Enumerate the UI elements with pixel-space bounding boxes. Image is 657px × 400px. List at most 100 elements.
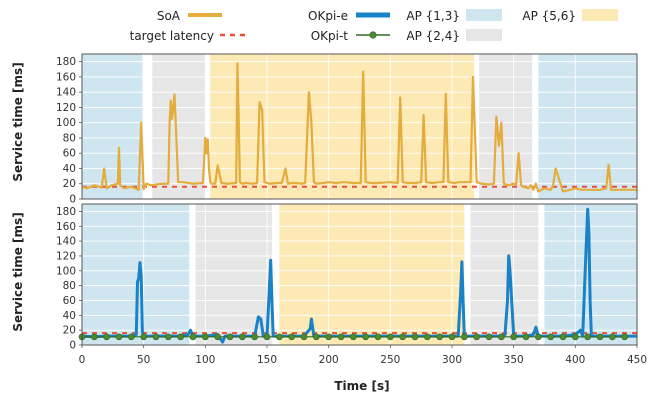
y-tick-label: 160 — [56, 221, 76, 233]
series-point-okpi-t — [608, 333, 616, 341]
series-point-okpi-t — [177, 333, 185, 341]
series-point-okpi-t — [448, 333, 456, 341]
series-point-okpi-t — [127, 333, 135, 341]
y-tick-label: 40 — [63, 163, 76, 175]
legend-label-ap24: AP {2,4} — [406, 29, 460, 43]
series-point-okpi-t — [312, 333, 320, 341]
plot-frame — [81, 53, 638, 200]
series-point-okpi-t — [152, 333, 160, 341]
x-tick-label: 0 — [79, 354, 86, 366]
x-tick-label: 300 — [442, 354, 462, 366]
y-tick-label: 180 — [56, 206, 76, 218]
series-point-okpi-t — [386, 333, 394, 341]
ap-region — [479, 54, 533, 199]
y-axis-label-bottom: Service time [ms] — [11, 212, 25, 331]
series-point-okpi-t — [596, 333, 604, 341]
y-tick-label: 140 — [56, 236, 76, 248]
series-point-okpi-t — [214, 333, 222, 341]
legend-swatch-ap56 — [582, 9, 618, 21]
series-point-okpi-t — [473, 333, 481, 341]
series-point-okpi-t — [423, 333, 431, 341]
series-point-okpi-t — [362, 333, 370, 341]
series-point-okpi-t — [201, 333, 209, 341]
x-tick-label: 250 — [380, 354, 400, 366]
series-point-okpi-t — [275, 333, 283, 341]
legend-swatch-okpi-t — [356, 31, 390, 39]
series-point-okpi-t — [325, 333, 333, 341]
x-axis-ticks: 0 50 100 150 200 250 300 350 400 450 — [79, 345, 647, 366]
y-axis-label-top: Service time [ms] — [11, 62, 25, 181]
series-point-okpi-t — [189, 333, 197, 341]
ap-region — [82, 54, 143, 199]
y-tick-label: 40 — [63, 310, 76, 322]
x-axis-label: Time [s] — [334, 379, 389, 393]
x-tick-label: 450 — [627, 354, 647, 366]
series-point-okpi-t — [497, 333, 505, 341]
series-point-okpi-t — [238, 333, 246, 341]
x-tick-label: 50 — [137, 354, 150, 366]
series-point-okpi-t — [337, 333, 345, 341]
y-tick-label: 120 — [56, 250, 76, 262]
y-tick-label: 100 — [56, 117, 76, 129]
legend-label-okpi-t: OKpi-t — [311, 29, 349, 43]
y-tick-label: 0 — [69, 194, 76, 206]
series-point-okpi-t — [571, 333, 579, 341]
x-tick-label: 400 — [565, 354, 585, 366]
legend-label-okpi-e: OKpi-e — [308, 9, 348, 23]
series-point-okpi-t — [547, 333, 555, 341]
series-point-okpi-t — [140, 333, 148, 341]
x-tick-label: 100 — [195, 354, 215, 366]
y-tick-label: 100 — [56, 265, 76, 277]
y-tick-label: 120 — [56, 102, 76, 114]
plot-frame — [81, 203, 638, 346]
panel-okpi: 0 20 40 60 80 100 120 140 160 180 — [56, 203, 638, 352]
y-tick-label: 20 — [63, 178, 76, 190]
y-tick-label: 60 — [63, 295, 76, 307]
y-tick-label: 0 — [69, 340, 76, 352]
series-point-okpi-t — [522, 333, 530, 341]
series-point-okpi-t — [534, 333, 542, 341]
series-point-okpi-t — [251, 333, 259, 341]
x-tick-label: 200 — [319, 354, 339, 366]
series-point-okpi-t — [559, 333, 567, 341]
series-point-okpi-t — [399, 333, 407, 341]
series-point-okpi-t — [288, 333, 296, 341]
series-point-okpi-t — [411, 333, 419, 341]
series-point-okpi-t — [460, 333, 468, 341]
legend-label-soa: SoA — [157, 9, 181, 23]
legend-swatch-ap24 — [466, 29, 502, 41]
x-tick-label: 150 — [257, 354, 277, 366]
legend-label-target: target latency — [130, 29, 214, 43]
ap-region — [470, 204, 539, 345]
series-point-okpi-t — [226, 333, 234, 341]
ap-region — [279, 204, 465, 345]
series-point-okpi-t — [374, 333, 382, 341]
y-tick-label: 160 — [56, 71, 76, 83]
legend-swatch-ap13 — [466, 9, 502, 21]
x-tick-label: 350 — [504, 354, 524, 366]
series-point-okpi-t — [263, 333, 271, 341]
series-point-okpi-t — [103, 333, 111, 341]
series-point-okpi-t — [300, 333, 308, 341]
legend-label-ap13: AP {1,3} — [406, 9, 460, 23]
legend: SoA OKpi-e AP {1,3} AP {5,6} target late… — [130, 9, 618, 43]
series-point-okpi-t — [90, 333, 98, 341]
legend-label-ap56: AP {5,6} — [522, 9, 576, 23]
y-tick-label: 20 — [63, 325, 76, 337]
ap-region — [538, 54, 637, 199]
y-tick-label: 180 — [56, 56, 76, 68]
series-point-okpi-t — [621, 333, 629, 341]
series-point-okpi-t — [510, 333, 518, 341]
ap-region — [195, 204, 272, 345]
panel-soa: 0 20 40 60 80 100 120 140 160 180 — [56, 53, 638, 206]
y-tick-label: 140 — [56, 87, 76, 99]
series-point-okpi-t — [115, 333, 123, 341]
series-line-soa — [81, 62, 637, 193]
y-tick-label: 80 — [63, 132, 76, 144]
series-point-okpi-t — [485, 333, 493, 341]
series-point-okpi-t — [164, 333, 172, 341]
series-point-okpi-t — [436, 333, 444, 341]
ap-region — [210, 54, 475, 199]
y-tick-label: 80 — [63, 280, 76, 292]
